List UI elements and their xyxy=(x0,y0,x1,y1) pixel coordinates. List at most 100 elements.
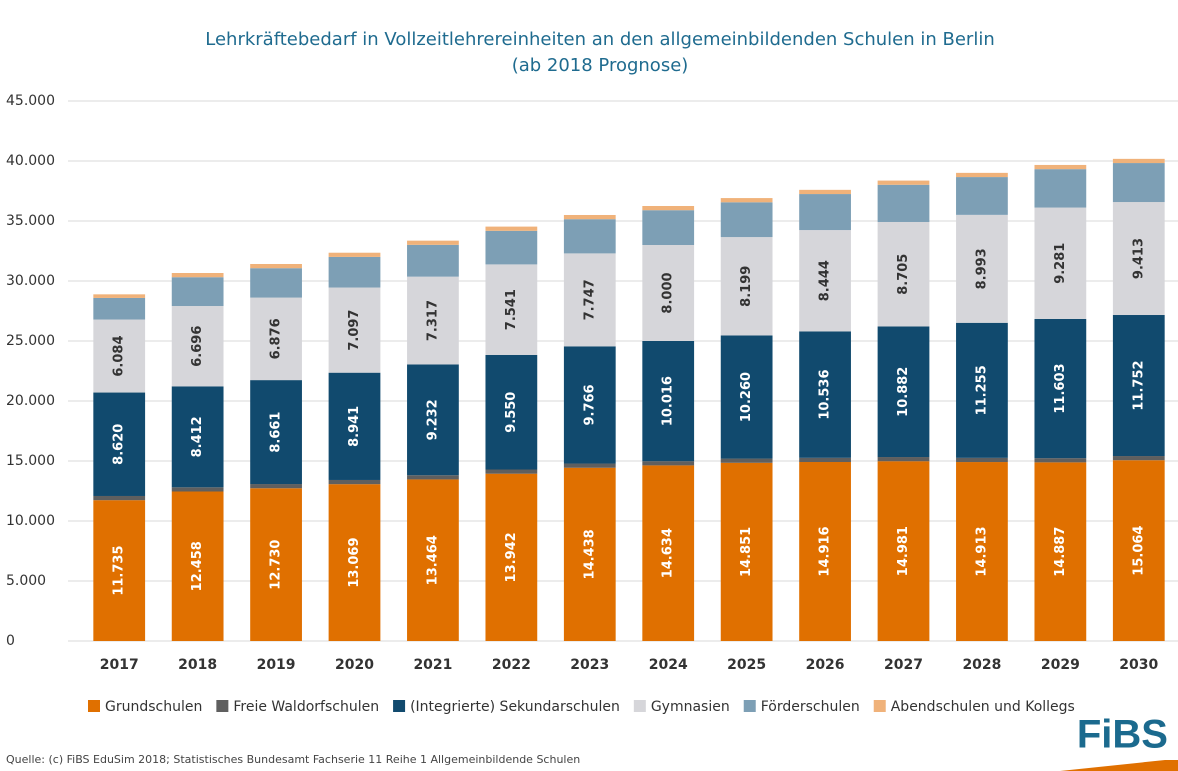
bar-segment xyxy=(171,273,224,278)
value-label: 7.317 xyxy=(425,300,440,341)
bar-segment xyxy=(485,264,538,355)
value-label: 14.981 xyxy=(896,526,911,576)
y-tick-label: 30.000 xyxy=(6,273,55,289)
x-tick-label: 2020 xyxy=(335,657,374,673)
bar-segment xyxy=(720,198,773,203)
bar-segment xyxy=(956,172,1008,178)
bar-segment xyxy=(799,457,851,463)
bar-segment xyxy=(93,319,146,393)
bar-segment xyxy=(407,244,459,277)
bar-segment xyxy=(407,276,459,365)
bar-segment xyxy=(642,461,695,466)
bar-segment xyxy=(1112,460,1165,641)
value-label: 9.413 xyxy=(1131,238,1146,279)
bar-segment xyxy=(485,226,538,231)
bar-segment xyxy=(1112,158,1165,164)
bar-segment xyxy=(720,335,773,459)
bar-segment xyxy=(250,380,302,485)
bar-segment xyxy=(956,214,1008,323)
bar-segment xyxy=(171,306,224,387)
bar-segment xyxy=(1034,207,1087,319)
bar-segment xyxy=(328,252,381,257)
bar-segment xyxy=(799,230,851,332)
value-label: 9.766 xyxy=(582,384,597,425)
bar-segment xyxy=(407,475,459,480)
value-label: 10.016 xyxy=(661,376,676,426)
bar-segment xyxy=(877,326,930,458)
x-tick-label: 2025 xyxy=(727,657,766,673)
value-label: 11.735 xyxy=(112,546,127,596)
bar-segment xyxy=(250,488,302,641)
bar-segment xyxy=(720,462,773,641)
value-label: 13.069 xyxy=(347,538,362,588)
y-tick-label: 45.000 xyxy=(6,93,55,109)
x-tick-label: 2018 xyxy=(178,657,217,673)
bar-segment xyxy=(93,500,146,641)
bar-segment xyxy=(563,467,616,641)
y-tick-label: 10.000 xyxy=(6,513,55,529)
value-label: 13.464 xyxy=(425,535,440,585)
y-tick-label: 0 xyxy=(6,633,15,649)
legend-swatch xyxy=(216,700,229,712)
value-label: 14.851 xyxy=(739,527,754,577)
x-tick-label: 2017 xyxy=(100,657,139,673)
bar-segment xyxy=(328,287,381,373)
value-label: 15.064 xyxy=(1131,526,1146,576)
bar-segment xyxy=(877,184,930,222)
bar-segment xyxy=(563,346,616,464)
bar-segment xyxy=(485,473,538,641)
value-label: 7.541 xyxy=(504,289,519,330)
x-tick-label: 2028 xyxy=(962,657,1001,673)
y-tick-label: 20.000 xyxy=(6,393,55,409)
chart-title: Lehrkräftebedarf in Vollzeitlehrereinhei… xyxy=(205,29,994,50)
bar-segment xyxy=(93,495,146,501)
chart-subtitle: (ab 2018 Prognose) xyxy=(512,55,689,76)
value-label: 8.993 xyxy=(974,248,989,289)
bar-segment xyxy=(642,465,695,641)
value-label: 9.550 xyxy=(504,392,519,433)
bar-segment xyxy=(1112,315,1165,457)
value-label: 14.913 xyxy=(974,526,989,576)
bar-segment xyxy=(407,364,459,476)
bar-segment xyxy=(1034,318,1087,459)
value-label: 9.232 xyxy=(425,399,440,440)
bar-segment xyxy=(328,479,381,485)
bar-segment xyxy=(563,253,616,347)
bar-segment xyxy=(799,331,851,458)
value-label: 6.696 xyxy=(190,326,205,367)
bar-segment xyxy=(1034,164,1087,170)
legend-label: Abendschulen und Kollegs xyxy=(891,699,1075,715)
value-label: 9.281 xyxy=(1053,243,1068,284)
bar-segment xyxy=(485,469,538,474)
value-label: 13.942 xyxy=(504,532,519,582)
y-tick-label: 15.000 xyxy=(6,453,55,469)
value-label: 10.536 xyxy=(818,370,833,420)
bar-segment xyxy=(93,294,146,298)
x-tick-label: 2026 xyxy=(806,657,845,673)
legend-swatch xyxy=(393,700,406,712)
bar-segment xyxy=(171,491,224,641)
bar-segment xyxy=(250,484,302,489)
value-label: 8.941 xyxy=(347,406,362,447)
bar-segment xyxy=(877,461,930,641)
value-label: 12.458 xyxy=(190,541,205,591)
logo: FiBS xyxy=(1077,713,1168,757)
bar-segment xyxy=(93,392,146,496)
bar-segment xyxy=(93,297,146,320)
legend-swatch xyxy=(873,700,886,712)
legend-label: Freie Waldorfschulen xyxy=(233,699,379,715)
bar-segment xyxy=(877,221,930,327)
x-tick-label: 2022 xyxy=(492,657,531,673)
bar-segment xyxy=(1112,202,1165,316)
value-label: 8.000 xyxy=(661,272,676,313)
legend-label: Förderschulen xyxy=(761,699,860,715)
bar-segment xyxy=(171,386,224,488)
bar-segment xyxy=(956,462,1008,641)
bar-segment xyxy=(328,372,381,480)
value-label: 10.260 xyxy=(739,372,754,422)
legend-label: Grundschulen xyxy=(105,699,202,715)
bar-segment xyxy=(485,230,538,265)
bar-segment xyxy=(250,263,302,269)
x-tick-label: 2023 xyxy=(570,657,609,673)
